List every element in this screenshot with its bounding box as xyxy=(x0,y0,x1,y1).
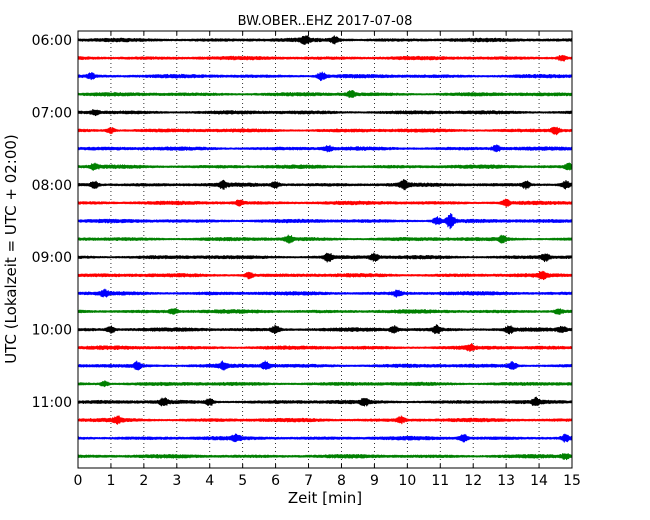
trace-1100 xyxy=(77,396,573,407)
trace-0930 xyxy=(77,288,573,298)
trace-1130 xyxy=(77,433,573,443)
trace-0715 xyxy=(77,126,573,136)
trace-1000 xyxy=(77,324,573,335)
trace-0745 xyxy=(77,162,573,171)
x-tick-label: 6 xyxy=(271,473,280,489)
x-tick-label: 12 xyxy=(464,473,482,489)
trace-0800 xyxy=(77,179,573,191)
y-axis-label: UTC (Lokalzeit = UTC + 02:00) xyxy=(2,134,20,364)
x-tick-label: 3 xyxy=(172,473,181,489)
x-tick-label: 5 xyxy=(238,473,247,489)
trace-1145 xyxy=(77,453,573,461)
trace-0730 xyxy=(77,144,573,153)
x-tick-label: 11 xyxy=(431,473,449,489)
y-tick-label: 07:00 xyxy=(32,105,72,121)
x-tick-label: 10 xyxy=(398,473,416,489)
x-tick-label: 4 xyxy=(205,473,214,489)
x-tick-label: 13 xyxy=(497,473,515,489)
x-tick-label: 0 xyxy=(74,473,83,489)
trace-0645 xyxy=(77,90,573,99)
x-tick-label: 2 xyxy=(139,473,148,489)
y-tick-label: 10:00 xyxy=(32,323,72,339)
trace-1030 xyxy=(77,360,573,371)
x-axis: 0 1 2 3 4 5 6 7 8 9 10 11 12 13 14 15 xyxy=(74,31,581,489)
trace-0815 xyxy=(77,198,573,208)
y-tick-label: 06:00 xyxy=(32,33,72,49)
minute-grid xyxy=(110,31,540,468)
x-axis-label: Zeit [min] xyxy=(288,489,362,507)
trace-0900 xyxy=(77,252,573,263)
plot-frame xyxy=(77,30,573,469)
trace-0915 xyxy=(77,270,573,281)
y-tick-label: 08:00 xyxy=(32,178,72,194)
x-tick-label: 14 xyxy=(530,473,548,489)
trace-0600 xyxy=(77,35,573,46)
trace-0615 xyxy=(77,54,573,62)
x-tick-label: 15 xyxy=(563,473,581,489)
trace-1015 xyxy=(77,343,573,353)
chart-title: BW.OBER..EHZ 2017-07-08 xyxy=(238,14,413,29)
x-tick-label: 7 xyxy=(304,473,313,489)
x-tick-label: 8 xyxy=(337,473,346,489)
trace-1045 xyxy=(77,380,573,388)
y-tick-label: 11:00 xyxy=(32,395,72,411)
y-axis: 06:00 07:00 08:00 09:00 10:00 11:00 xyxy=(32,33,572,411)
trace-0700 xyxy=(77,109,573,117)
trace-1115 xyxy=(77,415,573,425)
trace-0945 xyxy=(77,307,573,316)
seismogram-traces xyxy=(77,35,573,461)
x-tick-label: 9 xyxy=(370,473,379,489)
y-tick-label: 09:00 xyxy=(32,250,72,266)
x-tick-label: 1 xyxy=(106,473,115,489)
trace-0830 xyxy=(77,213,573,230)
trace-0845 xyxy=(77,234,573,244)
trace-0630 xyxy=(77,71,573,82)
